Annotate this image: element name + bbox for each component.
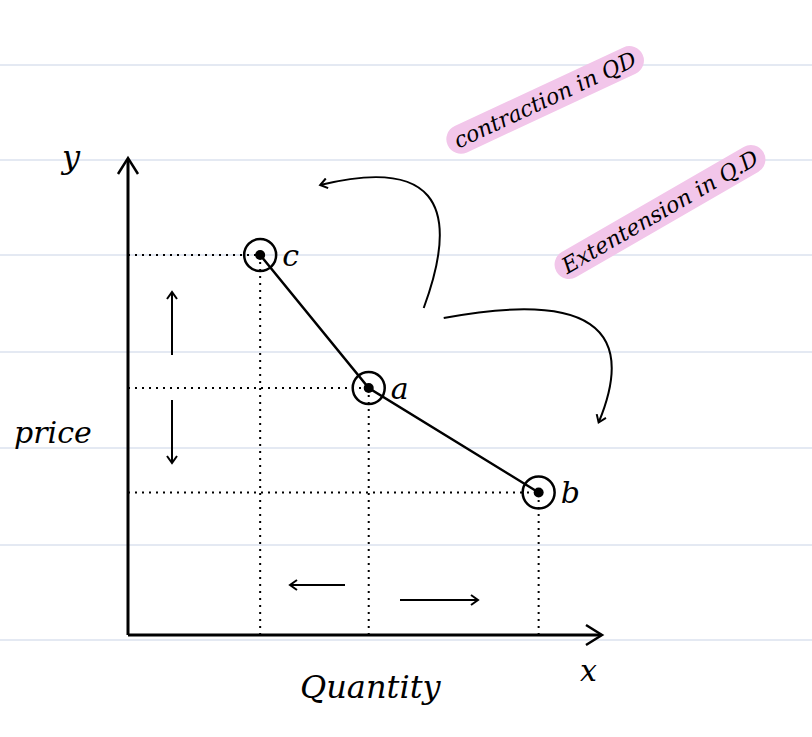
html-text:price: price	[14, 415, 92, 450]
svg-text:a: a	[391, 371, 409, 406]
html-text:Extentension in Q.D: Extentension in Q.D	[557, 145, 763, 279]
svg-text:b: b	[561, 475, 580, 510]
html-text:Quantity: Quantity	[300, 668, 441, 706]
html-text:contraction in QD: contraction in QD	[449, 46, 641, 154]
svg-text:c: c	[282, 238, 299, 273]
html-text:x: x	[580, 653, 597, 688]
html-text:y: y	[62, 138, 81, 176]
